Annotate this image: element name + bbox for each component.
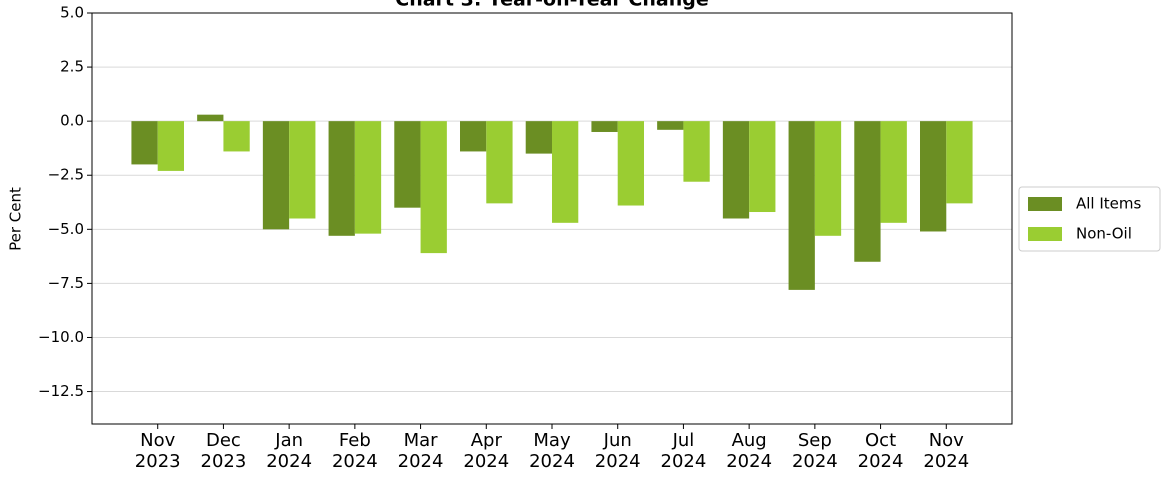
- x-tick-label: Feb 2024: [331, 430, 378, 472]
- bar: [525, 121, 552, 154]
- y-tick-label: 0.0: [60, 112, 84, 130]
- bar: [683, 121, 710, 182]
- x-tick-label: May 2024: [529, 430, 575, 472]
- bar: [946, 121, 973, 204]
- x-tick-label: Jan 2024: [266, 430, 313, 472]
- x-tick-label: Aug 2024: [726, 430, 773, 472]
- bar: [657, 121, 684, 130]
- bar: [289, 121, 316, 219]
- bar: [354, 121, 382, 234]
- legend-swatch: [1028, 197, 1062, 211]
- x-tick-label: Oct 2024: [857, 430, 904, 472]
- bar: [131, 121, 158, 165]
- bar: [394, 121, 421, 208]
- bar: [486, 121, 513, 204]
- x-tick-label: Sep 2024: [791, 430, 838, 472]
- bar: [460, 121, 487, 152]
- legend-label: Non-Oil: [1076, 225, 1132, 243]
- y-tick-label: −7.5: [48, 274, 84, 292]
- plot-frame: [91, 12, 1013, 425]
- bar: [197, 114, 224, 122]
- x-tick-label: Mar 2024: [397, 430, 444, 472]
- x-tick-label: Jun 2024: [594, 430, 641, 472]
- x-tick-label: Nov 2023: [134, 430, 181, 472]
- bar: [788, 121, 815, 290]
- x-tick-label: Jul 2024: [660, 430, 707, 472]
- bar: [880, 121, 907, 223]
- bar: [722, 121, 750, 219]
- bar: [749, 121, 776, 213]
- bar: [552, 121, 579, 223]
- x-tick-label: Nov 2024: [923, 430, 970, 472]
- bar: [854, 121, 881, 262]
- x-tick-label: Apr 2024: [463, 430, 510, 472]
- y-axis-label: Per Cent: [7, 187, 25, 251]
- y-tick-label: −5.0: [48, 220, 84, 238]
- y-tick-label: 2.5: [60, 58, 84, 76]
- y-tick-label: −2.5: [48, 166, 84, 184]
- bar: [328, 121, 355, 236]
- bar: [920, 121, 947, 232]
- bar: [814, 121, 842, 236]
- bar: [420, 121, 447, 254]
- legend-label: All Items: [1076, 195, 1142, 213]
- bar: [223, 121, 250, 152]
- bar: [157, 121, 184, 171]
- bar: [591, 121, 618, 132]
- bar: [617, 121, 644, 206]
- legend-swatch: [1028, 227, 1062, 241]
- chart-title: Chart 3: Year-on-Year Change: [395, 0, 708, 11]
- x-tick-label: Dec 2023: [200, 430, 247, 472]
- y-tick-label: −12.5: [38, 382, 84, 400]
- bar: [262, 121, 290, 230]
- y-tick-label: 5.0: [60, 4, 84, 22]
- y-tick-label: −10.0: [38, 328, 84, 346]
